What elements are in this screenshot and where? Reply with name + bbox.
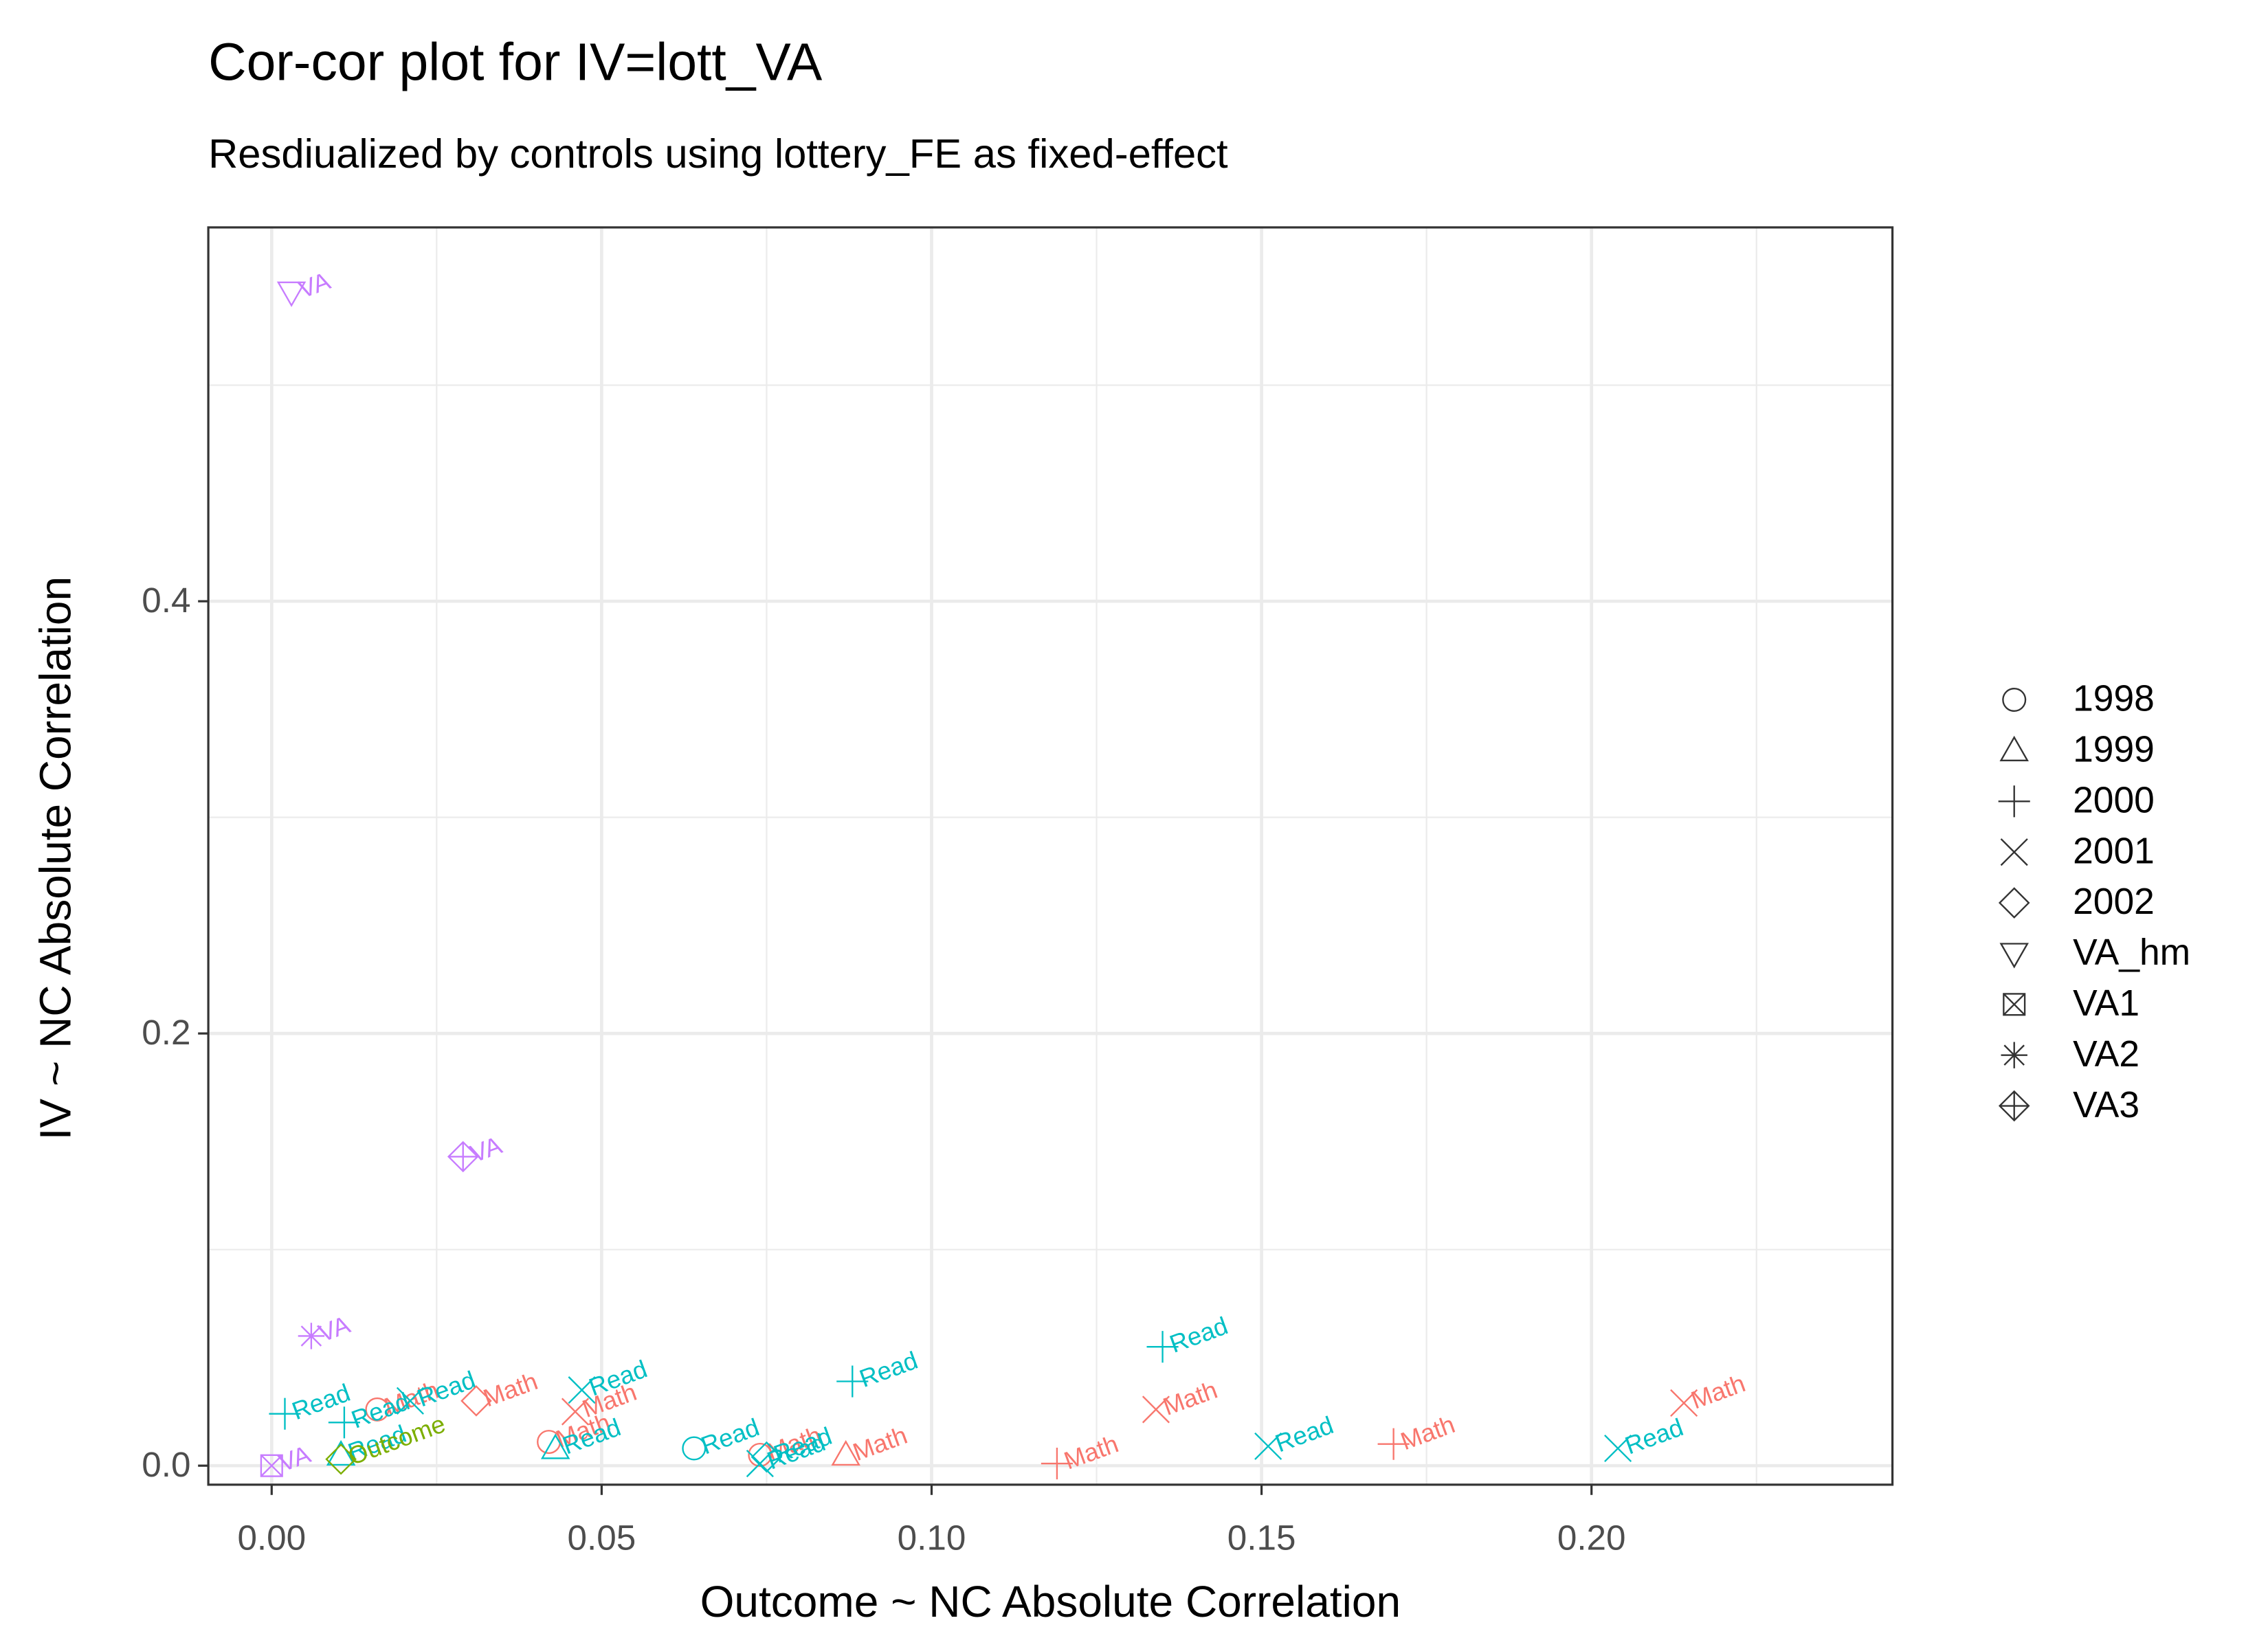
point (568, 1376, 596, 1404)
point (682, 1436, 707, 1461)
legend-key (2000, 838, 2028, 866)
x-tick-label: 0.10 (898, 1518, 966, 1558)
point (751, 1441, 783, 1473)
legend-label: 1999 (2073, 730, 2155, 770)
legend-label: 2001 (2073, 831, 2155, 871)
y-tick-label: 0.0 (142, 1445, 190, 1484)
legend-key (1998, 785, 2030, 818)
y-axis-title: IV ~ NC Absolute Correlation (30, 576, 80, 1141)
point (260, 1454, 283, 1477)
point (746, 1449, 774, 1478)
point (1142, 1395, 1170, 1424)
chart-subtitle: Resdiualized by controls using lottery_F… (208, 131, 1228, 177)
legend-label: 2002 (2073, 882, 2155, 922)
plot-border (207, 226, 1894, 1486)
point (365, 1397, 390, 1422)
point (1377, 1428, 1410, 1460)
legend-label: VA3 (2073, 1085, 2139, 1125)
point (561, 1398, 590, 1426)
point (447, 1141, 479, 1173)
legend-label: VA2 (2073, 1034, 2139, 1075)
point (326, 1439, 356, 1466)
point (1041, 1447, 1073, 1480)
legend-key (1999, 735, 2029, 761)
point (1254, 1432, 1282, 1460)
x-tick-label: 0.00 (237, 1518, 306, 1558)
legend-key (1998, 1090, 2030, 1122)
point (396, 1387, 424, 1415)
point (298, 1323, 325, 1349)
legend-key (2003, 993, 2026, 1016)
legend-label: 2000 (2073, 780, 2155, 820)
legend-key (1998, 887, 2030, 919)
chart-title: Cor-cor plot for IV=lott_VA (208, 32, 823, 91)
point (276, 281, 307, 307)
legend-label: 1998 (2073, 679, 2155, 719)
x-tick-label: 0.20 (1557, 1518, 1626, 1558)
x-axis-title: Outcome ~ NC Absolute Correlation (700, 1577, 1401, 1626)
point (325, 1443, 357, 1475)
point (1670, 1389, 1698, 1417)
point (831, 1439, 860, 1466)
point (540, 1433, 570, 1459)
x-tick-label: 0.05 (568, 1518, 636, 1558)
legend-key (2002, 687, 2027, 713)
point (328, 1406, 360, 1439)
y-tick-label: 0.2 (142, 1013, 190, 1052)
point (1146, 1331, 1179, 1363)
point (1604, 1434, 1632, 1463)
point (460, 1385, 492, 1417)
y-tick-label: 0.4 (142, 581, 190, 620)
legend-key (1999, 943, 2029, 969)
legend-label: VA_hm (2073, 932, 2190, 973)
x-tick-label: 0.15 (1227, 1518, 1296, 1558)
point (269, 1398, 301, 1430)
legend-label: VA1 (2073, 983, 2139, 1024)
point (836, 1365, 869, 1398)
legend-key (2001, 1042, 2027, 1068)
